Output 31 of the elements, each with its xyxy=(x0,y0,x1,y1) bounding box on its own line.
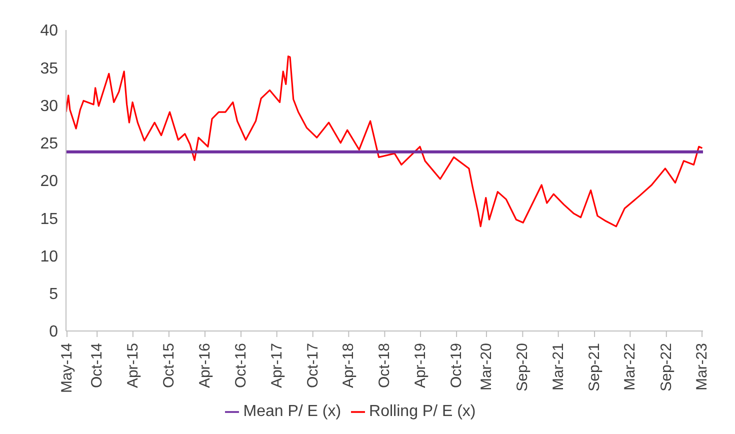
x-tick-label: Mar-23 xyxy=(694,343,711,391)
x-tick-label: Sep-20 xyxy=(514,343,532,392)
y-tick-label: 0 xyxy=(49,324,58,341)
y-tick-label: 20 xyxy=(40,173,58,190)
y-tick-label: 30 xyxy=(40,98,58,115)
x-tick-label: Sep-21 xyxy=(586,343,604,392)
x-tick-label: Apr-17 xyxy=(268,343,286,388)
y-tick-label: 5 xyxy=(49,286,58,304)
x-tick-label: Apr-19 xyxy=(412,343,430,388)
x-tick-label: Apr-18 xyxy=(340,343,358,388)
x-tick-label: Oct-19 xyxy=(448,343,466,388)
x-tick-label: Oct-16 xyxy=(232,343,250,388)
line-series xyxy=(66,56,703,228)
y-tick-label: 10 xyxy=(40,248,58,266)
x-tick-label: May-14 xyxy=(58,343,76,394)
x-tick-label: Oct-14 xyxy=(88,343,106,388)
x-tick-label: Oct-17 xyxy=(304,343,322,388)
y-tick-label: 15 xyxy=(40,210,58,228)
x-tick-label: Oct-18 xyxy=(376,343,394,388)
x-tick-label: Mar-20 xyxy=(478,343,495,391)
legend-label: Rolling P/ E (x) xyxy=(369,403,476,420)
x-tick-label: Mar-22 xyxy=(622,343,639,391)
y-tick-label: 25 xyxy=(40,136,58,153)
x-tick-label: Apr-16 xyxy=(196,343,214,388)
x-tick-label: Apr-15 xyxy=(124,343,142,388)
y-tick-label: 40 xyxy=(40,22,58,40)
x-tick-label: Sep-22 xyxy=(658,343,675,392)
x-tick-label: Oct-15 xyxy=(160,343,178,388)
legend-label: Mean P/ E (x) xyxy=(243,403,342,420)
x-tick-label: Mar-21 xyxy=(550,343,567,391)
y-tick-label: 35 xyxy=(40,60,58,78)
